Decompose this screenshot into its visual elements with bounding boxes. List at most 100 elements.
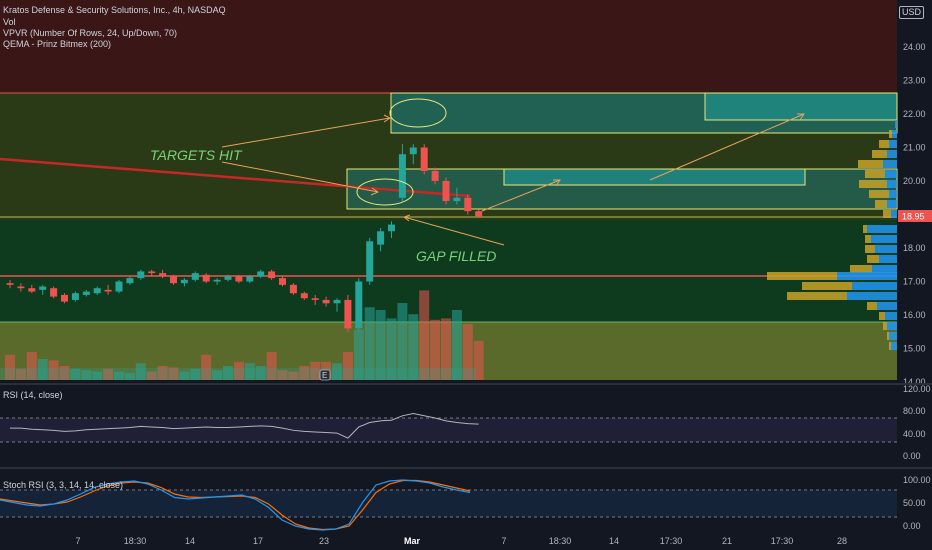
vpvr-row-down [875, 200, 887, 208]
vpvr-row-up [852, 282, 897, 290]
candle[interactable] [311, 294, 319, 305]
earnings-marker[interactable] [319, 369, 331, 381]
vpvr-row-down [872, 150, 887, 158]
candle[interactable] [159, 269, 167, 279]
candle[interactable] [442, 177, 450, 205]
candle[interactable] [366, 237, 374, 285]
candle[interactable] [50, 286, 58, 299]
candle[interactable] [39, 284, 47, 295]
volume-bar [386, 318, 397, 380]
vpvr-row-up [891, 342, 897, 350]
time-tick-label: 7 [75, 536, 80, 546]
candle[interactable] [82, 289, 90, 297]
candle[interactable] [6, 279, 14, 289]
target-ellipse-lower[interactable] [356, 178, 414, 206]
vpvr-row-down [850, 265, 872, 273]
candle[interactable] [213, 278, 221, 285]
candle[interactable] [289, 283, 297, 295]
candle[interactable] [71, 291, 79, 302]
candle[interactable] [475, 209, 483, 218]
legend-qema[interactable]: QEMA - Prinz Bitmex (200) [3, 39, 112, 49]
candle[interactable] [398, 144, 406, 202]
candle[interactable] [235, 274, 243, 284]
volume-bar [48, 360, 59, 380]
volume-bar [451, 310, 462, 380]
time-tick-label: 28 [837, 536, 847, 546]
volume-bar [223, 366, 233, 380]
target-box-upper-inner[interactable] [704, 92, 898, 121]
stoch-k-line [0, 479, 471, 531]
vpvr-row-down [863, 225, 867, 233]
vpvr-row-up [889, 190, 897, 198]
candle[interactable] [246, 274, 254, 284]
volume-bar [92, 371, 103, 380]
time-tick-label: 21 [722, 536, 732, 546]
candle[interactable] [333, 298, 341, 312]
candle[interactable] [420, 144, 428, 175]
currency-badge[interactable]: USD [898, 6, 924, 19]
candle[interactable] [464, 194, 472, 215]
candle[interactable] [93, 286, 101, 295]
volume-bar [353, 329, 364, 380]
candle[interactable] [224, 274, 232, 282]
price-tick-label: 14.00 [903, 377, 926, 387]
candle[interactable] [17, 283, 25, 292]
time-tick-label: 14 [185, 536, 195, 546]
candle[interactable] [377, 227, 385, 252]
last-price-tag [898, 210, 932, 222]
legend-vpvr[interactable]: VPVR (Number Of Rows, 24, Up/Down, 70) [3, 28, 178, 38]
legend-vol[interactable]: Vol [3, 17, 16, 27]
vpvr-row-down [879, 312, 885, 320]
candle[interactable] [28, 284, 36, 294]
candle[interactable] [191, 271, 199, 282]
stoch-band [0, 490, 897, 517]
vpvr-row-up [891, 210, 897, 218]
volume-bar [408, 314, 419, 380]
volume-bar [288, 371, 299, 380]
candle[interactable] [115, 279, 123, 294]
candle[interactable] [344, 294, 352, 332]
candle[interactable] [126, 276, 134, 285]
rsi-legend[interactable]: RSI (14, close) [3, 390, 63, 400]
candle[interactable] [431, 167, 439, 185]
candle[interactable] [388, 221, 395, 238]
legend-symbol[interactable]: Kratos Defense & Security Solutions, Inc… [3, 5, 226, 15]
vpvr-row-up [847, 292, 897, 300]
candle[interactable] [170, 274, 177, 285]
rsi-tick-label: 80.00 [903, 406, 926, 416]
vpvr-row-down [767, 272, 837, 280]
vpvr-row-down [883, 322, 887, 330]
vpvr-row-up [892, 130, 897, 138]
candle[interactable] [300, 291, 308, 300]
stoch-d-line [0, 479, 471, 531]
candle[interactable] [355, 278, 363, 332]
candle[interactable] [279, 276, 286, 287]
candle[interactable] [180, 278, 188, 287]
vpvr-row-down [869, 190, 889, 198]
candle[interactable] [268, 269, 276, 280]
annotation-arrows [221, 113, 805, 246]
target-ellipse-upper[interactable] [389, 98, 447, 128]
time-tick-label: 14 [609, 536, 619, 546]
candle[interactable] [104, 284, 112, 295]
volume-bar [157, 366, 168, 380]
vpvr-row-up [895, 120, 897, 128]
time-axis[interactable]: 7 18:30 14 17 23 Mar 7 18:30 14 17:30 21 17:30 28 [75, 536, 847, 546]
volume-bar [168, 367, 179, 380]
candle[interactable] [61, 293, 68, 304]
stoch-legend[interactable]: Stoch RSI (3, 3, 14, 14, close) [3, 480, 124, 490]
vpvr-row-down [879, 140, 889, 148]
volume-bar [146, 371, 157, 380]
candle[interactable] [202, 273, 210, 284]
stoch-tick-label: 0.00 [903, 521, 921, 531]
candle[interactable] [137, 269, 145, 280]
target-box-lower-inner[interactable] [503, 168, 806, 186]
candle[interactable] [322, 296, 330, 307]
candle[interactable] [148, 269, 156, 277]
volume-bars [5, 290, 484, 380]
candle[interactable] [453, 187, 461, 205]
candle[interactable] [257, 269, 265, 279]
candle[interactable] [409, 144, 417, 165]
price-tick-label: 18.00 [903, 243, 926, 253]
